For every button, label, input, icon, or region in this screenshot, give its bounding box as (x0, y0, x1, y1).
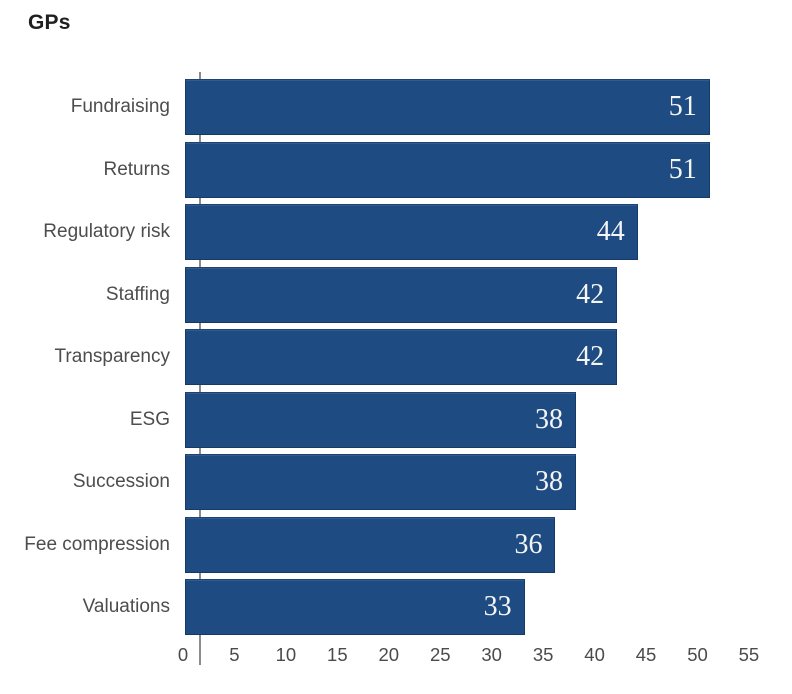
x-axis-tick-label: 10 (275, 644, 297, 665)
chart-title: GPs (28, 11, 71, 34)
bar-value-label: 51 (668, 153, 697, 185)
x-axis-tick-label: 0 (177, 644, 189, 665)
chart-rows: Fundraising 51 Returns 51 Regulatory risk 44 S… (0, 79, 792, 642)
category-label: Fundraising (70, 96, 170, 117)
x-axis-tick-label: 5 (229, 644, 240, 665)
chart-row: Fundraising 51 (0, 79, 792, 135)
chart-row: Returns 51 (0, 141, 792, 198)
bar-value-label: 36 (514, 528, 543, 560)
category-label: Returns (103, 158, 170, 180)
x-axis-tick-label: 40 (584, 644, 605, 665)
category-label: ESG (129, 408, 170, 430)
bar-value-label: 51 (668, 91, 697, 122)
bar-value-label: 38 (535, 466, 564, 497)
x-axis-tick-label: 20 (378, 644, 400, 665)
bar-value-label: 42 (576, 278, 605, 310)
chart-row: Transparency 42 (0, 329, 792, 385)
bar-value-label: 33 (483, 591, 512, 622)
bar: 51 (185, 79, 710, 135)
chart-row: Regulatory risk 44 (0, 204, 792, 260)
bar-value-label: 42 (576, 341, 605, 372)
category-label: Succession (72, 471, 170, 492)
bar: 38 (185, 454, 577, 510)
bar: 38 (185, 391, 577, 448)
category-label: Transparency (54, 346, 170, 367)
x-axis-tick-label: 15 (327, 644, 348, 665)
x-axis-tick-label: 55 (738, 644, 760, 665)
category-label: Valuations (82, 596, 170, 617)
x-axis-tick-label: 45 (635, 644, 657, 665)
x-axis-tick-label: 25 (429, 644, 451, 665)
category-label: Fee compression (24, 533, 170, 555)
bar: 33 (185, 579, 525, 635)
x-axis-tick-label: 35 (532, 644, 554, 665)
bar: 44 (185, 204, 638, 260)
chart-row: Fee compression 36 (0, 516, 792, 573)
chart-row: Succession 38 (0, 454, 792, 510)
chart-row: ESG 38 (0, 391, 792, 448)
chart-row: Staffing 42 (0, 266, 792, 323)
category-label: Regulatory risk (43, 221, 170, 242)
bar-value-label: 44 (596, 216, 625, 247)
bar-value-label: 38 (535, 403, 564, 435)
bar: 42 (185, 266, 618, 323)
bar: 36 (185, 516, 556, 573)
bar: 42 (185, 329, 618, 385)
bar: 51 (185, 141, 710, 198)
chart-row: Valuations 33 (0, 579, 792, 635)
category-label: Staffing (105, 283, 170, 305)
x-axis-tick-label: 30 (481, 644, 502, 665)
x-axis-tick-row: 0 5 10 15 20 25 30 35 40 45 50 55 (178, 644, 783, 668)
x-axis-tick-label: 50 (687, 644, 708, 665)
